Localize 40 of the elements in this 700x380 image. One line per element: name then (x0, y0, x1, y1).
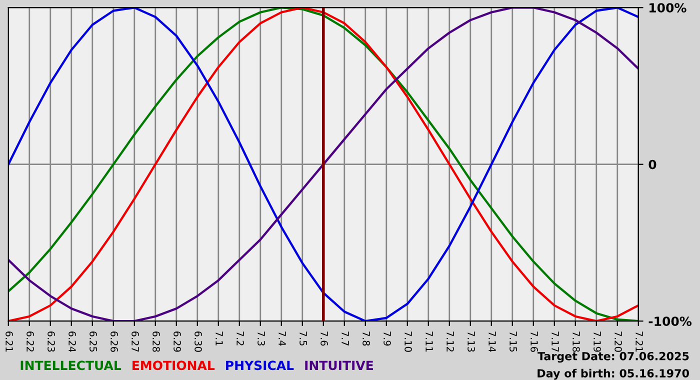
y-tick-label: 100% (650, 3, 686, 13)
x-tick-label: 7.5 (300, 332, 307, 346)
x-tick-label: 6.24 (68, 332, 76, 352)
x-tick-label: 7.17 (552, 332, 559, 352)
x-tick-label: 7.19 (594, 332, 601, 352)
x-tick-label: 7.20 (614, 332, 622, 352)
x-tick-label: 7.7 (342, 332, 349, 346)
x-tick-label: 7.1 (216, 332, 223, 346)
x-tick-label: 6.27 (132, 332, 139, 352)
x-tick-label: 7.10 (404, 332, 412, 352)
x-tick-label: 6.29 (174, 332, 181, 352)
x-tick-label: 7.2 (236, 332, 244, 346)
x-tick-label: 7.8 (362, 332, 370, 346)
text: EMOTIONAL (132, 360, 215, 370)
x-tick-label: 7.18 (572, 332, 580, 352)
x-tick-label: 6.23 (48, 332, 55, 352)
x-tick-label: 7.11 (426, 332, 433, 352)
x-tick-label: 7.6 (320, 332, 328, 346)
x-tick-label: 6.22 (26, 332, 34, 352)
x-tick-label: 6.26 (110, 332, 118, 352)
x-tick-label: 7.12 (446, 332, 454, 352)
text: PHYSICAL (226, 360, 294, 370)
text: INTELLECTUAL (20, 360, 122, 370)
x-tick-label: 7.9 (384, 332, 391, 346)
text: INTUITIVE (305, 360, 373, 370)
x-tick-label: 7.3 (258, 332, 265, 346)
x-tick-label: 6.21 (6, 332, 13, 352)
x-tick-label: 6.28 (152, 332, 160, 352)
text: Target Date: 07.06.2025 (538, 352, 689, 363)
x-tick-label: 7.4 (278, 332, 286, 346)
x-tick-label: 7.14 (488, 332, 496, 352)
x-tick-label: 6.30 (194, 332, 202, 352)
x-tick-label: 7.21 (636, 332, 643, 352)
y-tick-label: -100% (648, 316, 692, 326)
y-tick-label: 0 (648, 160, 656, 170)
x-tick-label: 6.25 (90, 332, 97, 352)
text: Day of birth: 05.16.1970 (538, 368, 689, 380)
x-tick-label: 7.16 (530, 332, 538, 352)
x-tick-label: 7.13 (468, 332, 475, 352)
x-tick-label: 7.15 (510, 332, 517, 352)
